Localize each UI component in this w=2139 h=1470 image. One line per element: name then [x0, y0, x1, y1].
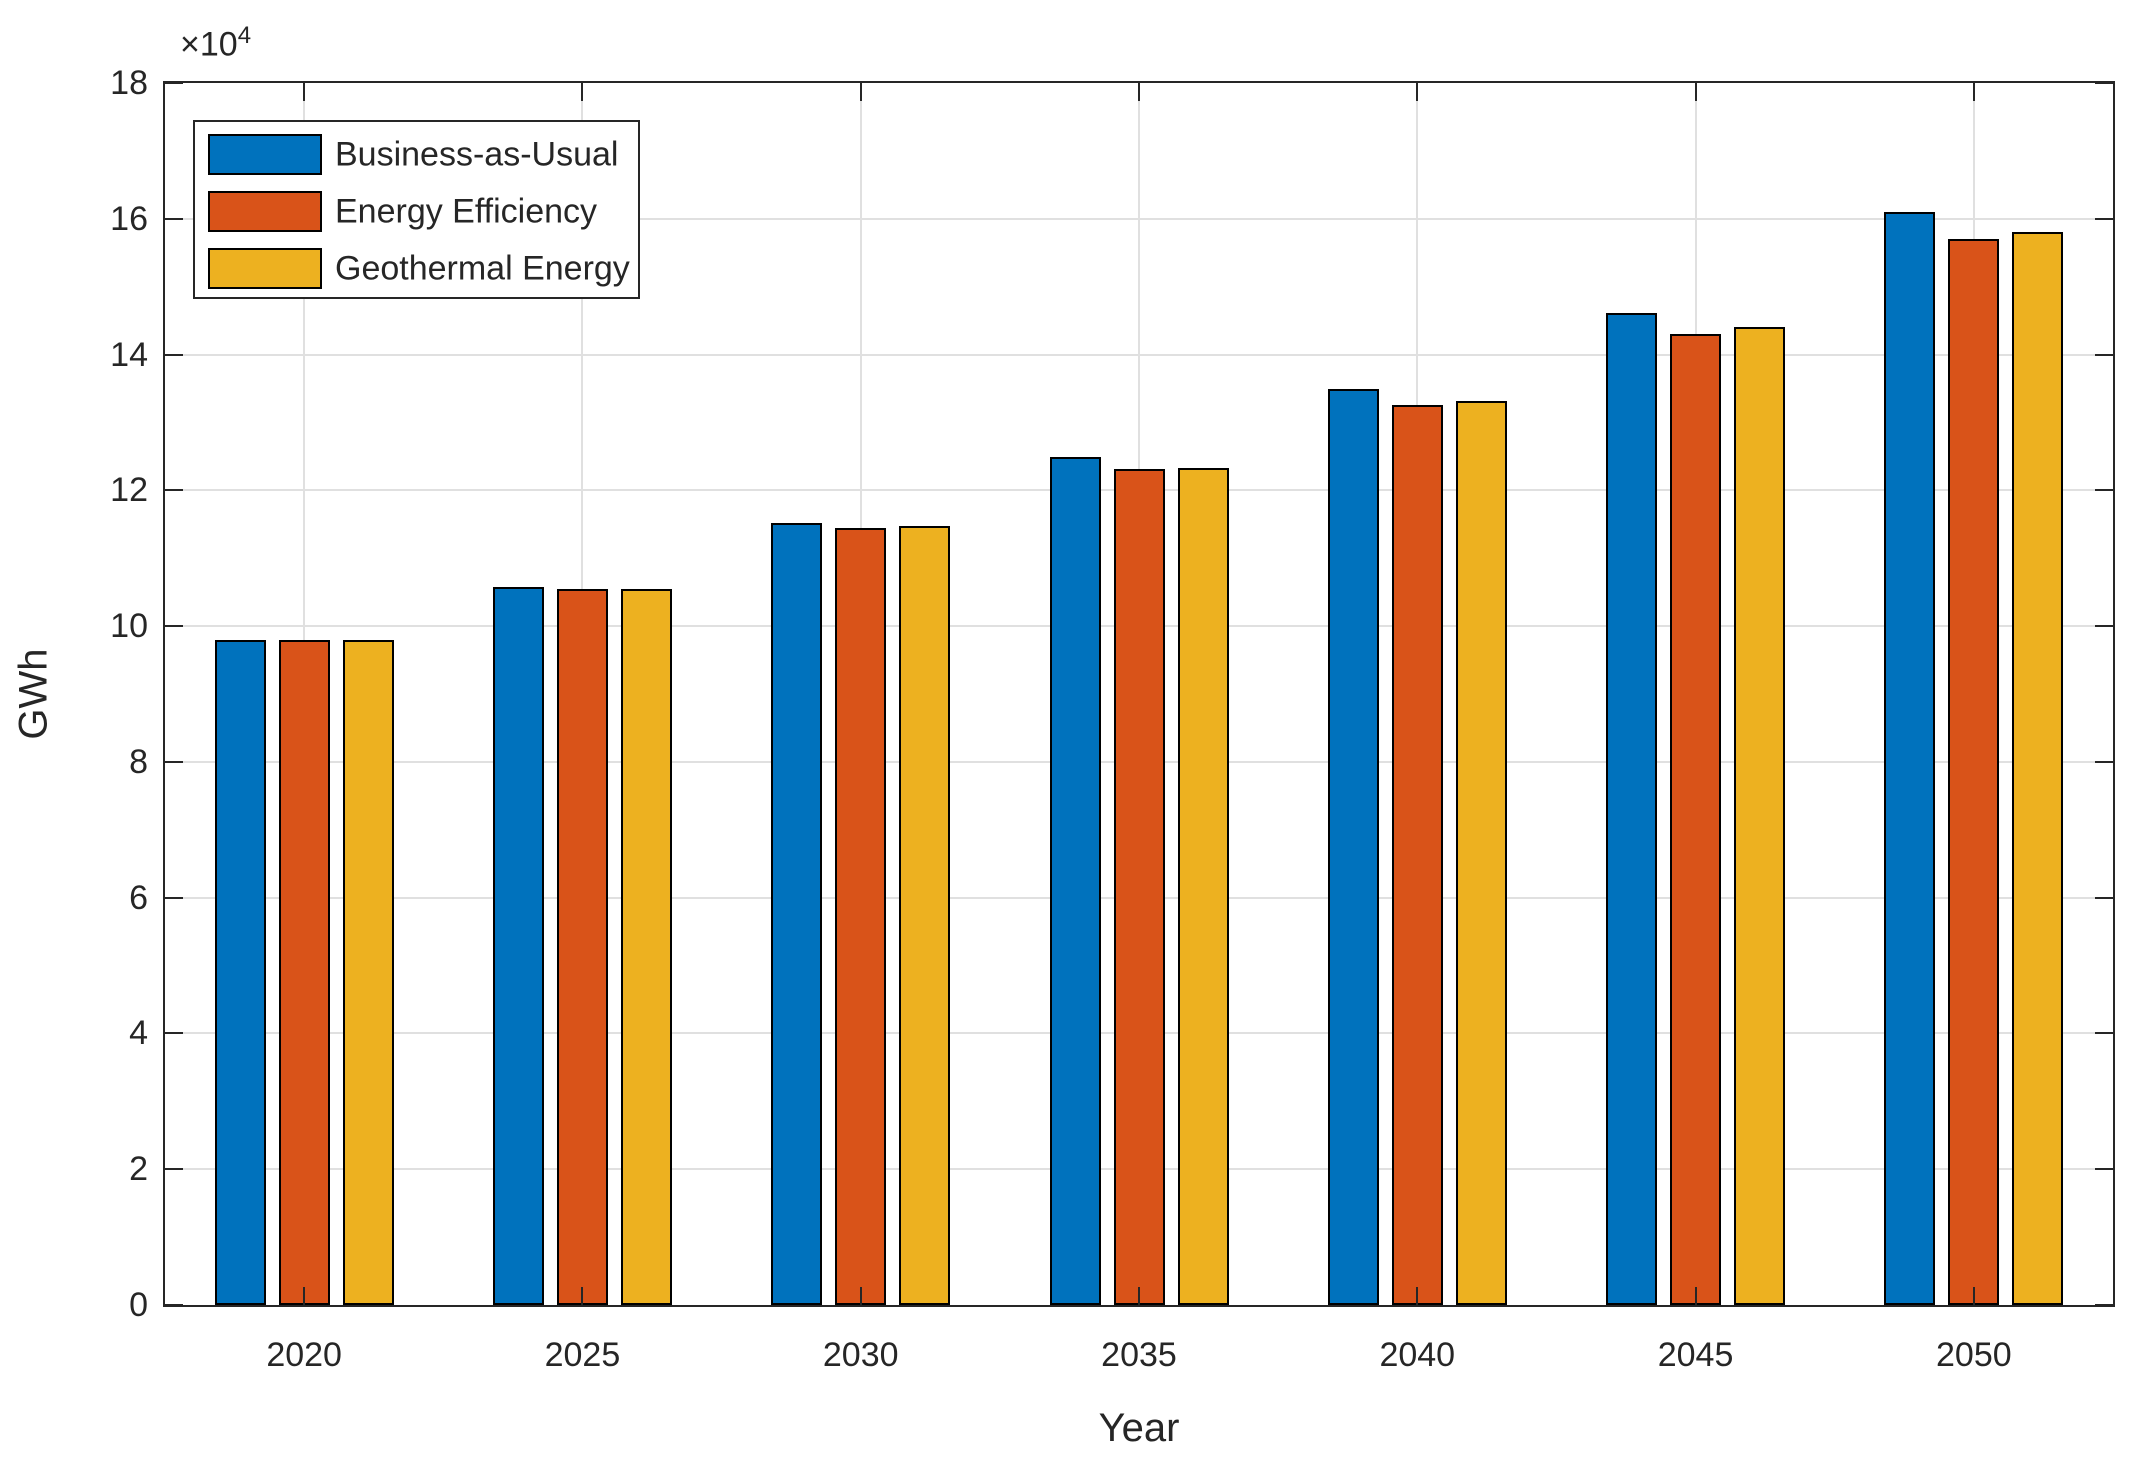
- y-tick-label: 16: [110, 199, 148, 238]
- x-tick-bottom: [859, 1287, 862, 1305]
- bar-2025-business-as-usual: [492, 586, 544, 1305]
- y-tick-right: [2095, 1032, 2113, 1035]
- y-tick-right: [2095, 489, 2113, 492]
- legend-label: Geothermal Energy: [335, 249, 630, 287]
- y-tick-right: [2095, 1304, 2113, 1306]
- y-tick-right: [2095, 896, 2113, 899]
- x-tick-bottom: [1138, 1287, 1140, 1305]
- y-tick-left: [165, 760, 183, 763]
- x-tick-label: 2045: [1657, 1336, 1734, 1374]
- bar-2050-energy-efficiency: [1948, 239, 2000, 1305]
- multiplier-base: ×10: [180, 25, 238, 64]
- y-tick-right: [2095, 82, 2113, 84]
- legend-swatch: [208, 248, 322, 289]
- bar-2030-business-as-usual: [771, 522, 823, 1305]
- legend-item-geothermal-energy: Geothermal Energy: [195, 248, 638, 289]
- x-tick-top: [581, 83, 584, 101]
- y-tick-right: [2095, 217, 2113, 220]
- y-tick-label: 18: [110, 64, 148, 102]
- bar-2020-energy-efficiency: [278, 639, 330, 1305]
- bar-2045-geothermal-energy: [1734, 326, 1786, 1305]
- y-tick-label: 0: [129, 1286, 148, 1324]
- bar-2035-energy-efficiency: [1113, 469, 1165, 1305]
- bar-2020-business-as-usual: [214, 639, 266, 1305]
- y-tick-left: [165, 353, 183, 356]
- x-tick-bottom: [581, 1287, 584, 1305]
- y-tick-label: 6: [129, 878, 148, 917]
- x-tick-top: [1416, 83, 1419, 101]
- bar-2045-energy-efficiency: [1670, 333, 1722, 1305]
- x-tick-bottom: [1416, 1287, 1419, 1305]
- x-tick-top: [1972, 83, 1975, 101]
- bar-2035-business-as-usual: [1049, 457, 1101, 1305]
- legend-item-energy-efficiency: Energy Efficiency: [195, 191, 638, 232]
- y-tick-left: [165, 896, 183, 899]
- y-tick-left: [165, 1168, 183, 1171]
- bar-2030-energy-efficiency: [835, 528, 887, 1305]
- plot-area: [163, 81, 2115, 1307]
- x-tick-label: 2030: [822, 1336, 899, 1374]
- x-tick-top: [859, 83, 862, 101]
- y-tick-label: 4: [129, 1014, 148, 1053]
- bar-2050-geothermal-energy: [2012, 232, 2064, 1305]
- x-tick-bottom: [1972, 1287, 1975, 1305]
- multiplier-exponent: 4: [237, 22, 252, 49]
- y-tick-label: 2: [129, 1150, 148, 1189]
- bar-2050-business-as-usual: [1884, 212, 1936, 1305]
- legend-label: Business-as-Usual: [335, 135, 619, 173]
- x-tick-bottom: [1694, 1287, 1697, 1305]
- y-tick-left: [165, 625, 183, 628]
- x-tick-top: [1138, 83, 1140, 101]
- y-tick-left: [165, 1032, 183, 1035]
- bar-2040-business-as-usual: [1327, 388, 1379, 1305]
- bar-2020-geothermal-energy: [342, 639, 394, 1305]
- y-tick-right: [2095, 760, 2113, 763]
- x-tick-bottom: [303, 1287, 306, 1305]
- y-tick-label: 14: [110, 335, 148, 374]
- x-tick-label: 2035: [1101, 1336, 1177, 1374]
- bar-2045-business-as-usual: [1606, 313, 1658, 1305]
- y-tick-left: [165, 82, 183, 84]
- y-axis-label: GWh: [11, 648, 56, 740]
- x-tick-top: [1694, 83, 1697, 101]
- bar-2040-energy-efficiency: [1391, 405, 1443, 1305]
- bar-2025-geothermal-energy: [620, 588, 672, 1305]
- x-tick-label: 2025: [544, 1336, 621, 1374]
- y-tick-label: 10: [110, 607, 148, 646]
- x-tick-top: [303, 83, 306, 101]
- x-axis-label: Year: [1098, 1406, 1180, 1450]
- bar-2035-geothermal-energy: [1177, 467, 1229, 1305]
- y-tick-left: [165, 489, 183, 492]
- y-tick-right: [2095, 353, 2113, 356]
- legend-item-business-as-usual: Business-as-Usual: [195, 134, 638, 175]
- x-tick-label: 2040: [1379, 1336, 1456, 1374]
- y-tick-right: [2095, 1168, 2113, 1171]
- x-tick-label: 2050: [1936, 1336, 2012, 1374]
- bar-2040-geothermal-energy: [1455, 401, 1507, 1305]
- x-tick-label: 2020: [266, 1336, 342, 1374]
- legend-swatch: [208, 134, 322, 175]
- legend-label: Energy Efficiency: [335, 192, 598, 230]
- y-tick-label: 8: [129, 742, 148, 781]
- bar-2030-geothermal-energy: [899, 526, 951, 1305]
- y-axis-multiplier: ×104: [180, 22, 251, 64]
- legend: Business-as-Usual Energy Efficiency Geothe…: [193, 120, 640, 299]
- y-tick-label: 12: [110, 471, 148, 510]
- y-tick-right: [2095, 625, 2113, 628]
- y-tick-left: [165, 1304, 183, 1306]
- y-tick-left: [165, 217, 183, 220]
- bar-2025-energy-efficiency: [556, 589, 608, 1305]
- legend-swatch: [208, 191, 322, 232]
